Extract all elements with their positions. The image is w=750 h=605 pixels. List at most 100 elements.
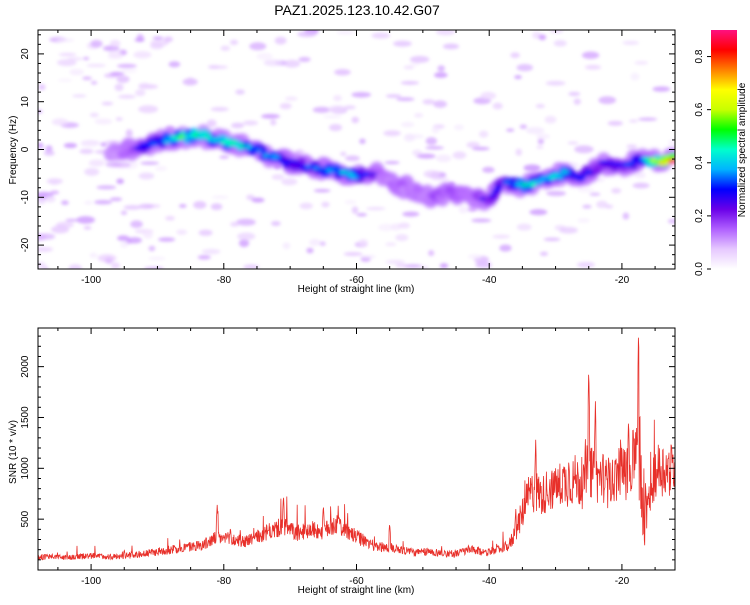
spectrogram-noise-blob: [630, 72, 640, 81]
spectrogram-noise-blob: [72, 94, 87, 98]
spectrogram-noise-blob: [351, 206, 359, 215]
spectrogram-noise-blob: [309, 238, 321, 247]
spectrogram-noise-blob: [398, 222, 410, 229]
spectrogram-noise-blob: [306, 247, 314, 254]
spectrogram-noise-blob: [274, 36, 287, 45]
spectrogram-noise-blob: [68, 264, 82, 269]
colorbar-tick-label: 0.6: [694, 102, 705, 116]
spectrogram-noise-blob: [148, 245, 156, 252]
spectrogram-noise-blob: [110, 262, 120, 269]
spectrogram-noise-blob: [134, 89, 146, 97]
spectrogram-ridge-core: [259, 148, 268, 154]
y-tick-label: -10: [20, 190, 31, 205]
spectrogram-noise-blob: [94, 200, 113, 205]
spectrogram-noise-blob: [65, 218, 79, 222]
spectrogram-noise-blob: [626, 144, 638, 149]
spectrogram-noise-blob: [82, 76, 92, 81]
spectrogram-noise-blob: [611, 187, 622, 194]
spectrogram-noise-blob: [130, 220, 143, 229]
spectrogram-noise-blob: [242, 120, 259, 126]
spectrogram-noise-blob: [529, 209, 548, 216]
spectrogram-noise-blob: [109, 39, 121, 48]
spectrogram-noise-blob: [50, 190, 60, 195]
spectrogram-noise-blob: [69, 68, 84, 76]
spectrogram-noise-blob: [604, 204, 614, 209]
spectrogram-noise-blob: [343, 252, 363, 257]
spectrogram-noise-blob: [57, 59, 77, 67]
spectrogram-noise-blob: [472, 146, 490, 151]
spectrogram-noise-blob: [519, 124, 527, 129]
spectrogram-noise-blob: [396, 97, 415, 102]
y-tick-label: 1000: [20, 457, 31, 480]
spectrogram-ridge-core: [578, 175, 587, 180]
spectrogram-noise-blob: [546, 190, 567, 197]
spectrogram-ridge-core: [614, 162, 623, 167]
spectrogram-noise-blob: [365, 207, 386, 211]
spectrogram-noise-blob: [400, 81, 420, 85]
spectrogram-noise-blob: [545, 80, 566, 86]
spectrogram-noise-blob: [138, 82, 151, 90]
spectrogram-noise-blob: [466, 141, 480, 149]
spectrogram-noise-blob: [393, 40, 412, 47]
spectrogram-noise-blob: [193, 200, 207, 209]
spectrogram-noise-blob: [568, 91, 581, 97]
spectrogram-noise-blob: [198, 229, 213, 236]
spectrogram-noise-blob: [237, 232, 256, 241]
spectrogram-noise-blob: [76, 216, 96, 224]
x-tick-label: -100: [81, 576, 101, 587]
spectrogram-noise-blob: [428, 249, 435, 257]
spectrogram-noise-blob: [351, 116, 360, 124]
spectrogram-noise-blob: [150, 43, 164, 50]
spectrogram-noise-blob: [628, 119, 639, 123]
spectrogram-noise-blob: [622, 212, 630, 220]
spectrogram-noise-blob: [96, 185, 117, 190]
y-tick-label: 500: [20, 510, 31, 527]
spectrogram-ridge-core: [584, 169, 593, 174]
spectrogram-noise-blob: [123, 205, 142, 210]
spectrogram-noise-blob: [120, 68, 138, 74]
spectrogram-noise-blob: [514, 75, 522, 80]
spectrogram-noise-blob: [516, 223, 532, 231]
spectrogram-ridge-core: [362, 171, 371, 177]
spectrogram-noise-blob: [434, 72, 448, 79]
spectrogram-noise-blob: [385, 242, 397, 247]
spectrogram-noise-blob: [340, 151, 347, 157]
spectrogram-noise-blob: [480, 91, 497, 100]
spectrogram-noise-blob: [622, 40, 640, 45]
spectrogram-noise-blob: [61, 200, 69, 206]
spectrogram-noise-blob: [638, 117, 658, 121]
spectrogram-noise-blob: [210, 107, 229, 112]
spectrogram-noise-blob: [38, 142, 44, 149]
spectrogram-noise-blob: [313, 188, 331, 193]
spectrogram-noise-blob: [90, 80, 98, 85]
spectrogram-noise-blob: [210, 203, 223, 211]
spectrogram-noise-blob: [138, 105, 159, 114]
x-tick-label: -80: [217, 576, 232, 587]
spectrogram-noise-blob: [116, 75, 130, 83]
spectrogram-noise-blob: [499, 244, 512, 252]
spectrogram-noise-blob: [425, 146, 444, 150]
spectrogram-ridge: [103, 124, 675, 211]
snr-panel: -100 -80 -60 -40 -20 500 1000 1500 2000 Height o…: [8, 327, 676, 596]
spectrogram-noise-blob: [607, 120, 623, 126]
spectrogram-noise-blob: [155, 165, 168, 172]
spectrogram-noise-blob: [282, 242, 291, 250]
spectrogram-noise-blob: [634, 61, 649, 65]
spectrogram-noise-blob: [536, 145, 544, 150]
x-tick-label: -80: [217, 275, 232, 286]
spectrogram-noise-blob: [475, 261, 493, 268]
spectrogram-noise-blob: [652, 86, 671, 92]
spectrogram-noise-blob: [127, 237, 142, 244]
spectrogram-noise-blob: [395, 234, 409, 242]
spectrogram-noise-blob: [425, 137, 438, 146]
spectrogram-noise-blob: [117, 235, 130, 242]
spectrogram-noise-blob: [97, 254, 117, 263]
spectrogram-noise-blob: [395, 263, 407, 268]
spectrogram-noise-blob: [598, 96, 617, 105]
spectrogram-noise-blob: [581, 51, 600, 60]
spectrogram-noise-blob: [384, 161, 400, 165]
spectrogram-noise-blob: [344, 199, 357, 205]
spectrogram-noise-blob: [176, 229, 188, 235]
spectrogram-ridge-core: [488, 193, 497, 199]
